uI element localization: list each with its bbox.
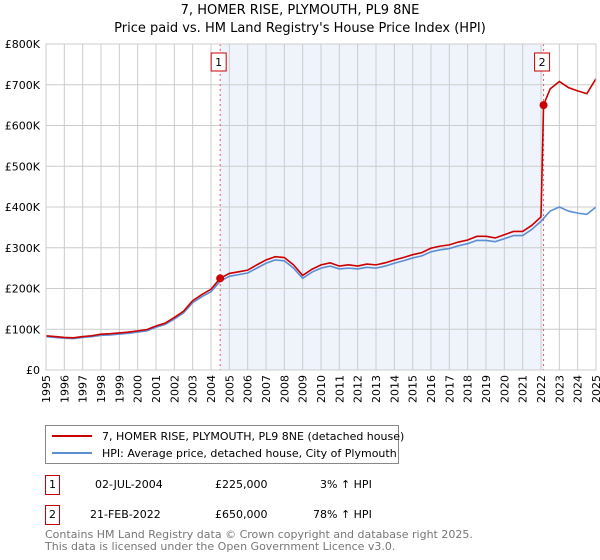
x-tick-label: 2010 — [315, 375, 328, 403]
y-tick-label: £100K — [5, 323, 41, 336]
x-tick-label: 2013 — [370, 375, 383, 403]
y-tick-label: £700K — [5, 79, 41, 92]
x-tick-label: 2016 — [425, 375, 438, 403]
x-tick-label: 2020 — [498, 375, 511, 403]
x-tick-label: 2000 — [132, 375, 145, 403]
y-tick-label: £500K — [5, 160, 41, 173]
legend: 7, HOMER RISE, PLYMOUTH, PL9 8NE (detach… — [45, 425, 404, 464]
x-tick-label: 1995 — [40, 375, 53, 403]
transaction-price: £650,000 — [215, 508, 268, 521]
footer-line: Contains HM Land Registry data © Crown c… — [45, 528, 473, 541]
x-tick-label: 2001 — [150, 375, 163, 403]
footer-line: This data is licensed under the Open Gov… — [45, 540, 396, 553]
transaction-row: 1 02-JUL-2004 £225,000 3% ↑ HPI — [45, 475, 565, 495]
x-tick-label: 2012 — [352, 375, 365, 403]
sale-marker-label: 2 — [539, 56, 546, 69]
transaction-badge: 1 — [45, 475, 60, 495]
x-tick-label: 2015 — [407, 375, 420, 403]
transaction-hpi: 3% ↑ HPI — [320, 478, 372, 491]
legend-item-property: 7, HOMER RISE, PLYMOUTH, PL9 8NE (detach… — [46, 428, 404, 444]
series-line-hpi — [45, 206, 597, 340]
x-tick-label: 2005 — [223, 375, 236, 403]
footer: Contains HM Land Registry data © Crown c… — [45, 529, 473, 553]
transaction-row: 2 21-FEB-2022 £650,000 78% ↑ HPI — [45, 505, 565, 525]
sale-marker-box — [534, 52, 551, 72]
x-tick-label: 2024 — [572, 375, 585, 403]
sale-point — [216, 274, 225, 283]
y-tick-label: £300K — [5, 242, 41, 255]
sale-point — [539, 101, 548, 110]
transaction-date: 21-FEB-2022 — [90, 508, 161, 521]
plot-border — [45, 43, 597, 371]
price-chart: 1995 1996 1997 1998 1999 2000 2001 2002 2003 2004… — [5, 38, 600, 403]
y-tick-label: £400K — [5, 201, 41, 214]
x-tick-label: 1996 — [58, 375, 71, 403]
blue-line-swatch — [52, 452, 92, 454]
x-tick-label: 2004 — [205, 375, 218, 403]
x-tick-label: 1997 — [77, 375, 90, 403]
y-tick-label: £600K — [5, 120, 41, 133]
x-tick-label: 2014 — [388, 375, 401, 403]
transaction-hpi: 78% ↑ HPI — [313, 508, 372, 521]
x-tick-label: 2011 — [333, 375, 346, 403]
y-tick-label: £200K — [5, 283, 41, 296]
x-tick-label: 2017 — [443, 375, 456, 403]
x-tick-label: 2003 — [187, 375, 200, 403]
legend-item-hpi: HPI: Average price, detached house, City… — [46, 445, 397, 461]
legend-label: 7, HOMER RISE, PLYMOUTH, PL9 8NE (detach… — [102, 429, 405, 443]
x-tick-label: 2019 — [480, 375, 493, 403]
x-tick-label: 2009 — [297, 375, 310, 403]
x-tick-label: 2007 — [260, 375, 273, 403]
x-tick-label: 1999 — [113, 375, 126, 403]
x-tick-label: 2018 — [462, 375, 475, 403]
transaction-badge: 2 — [45, 505, 60, 525]
x-tick-label: 2021 — [517, 375, 530, 403]
x-tick-label: 2023 — [553, 375, 566, 403]
sale-marker-label: 1 — [215, 56, 222, 69]
legend-label: HPI: Average price, detached house, City… — [102, 446, 397, 460]
x-tick-label: 2025 — [590, 375, 600, 403]
x-tick-label: 2002 — [168, 375, 181, 403]
y-tick-label: £0 — [26, 364, 40, 377]
x-tick-label: 2008 — [278, 375, 291, 403]
x-tick-label: 2022 — [535, 375, 548, 403]
chart-subtitle: Price paid vs. HM Land Registry's House … — [114, 21, 486, 36]
x-tick-label: 1998 — [95, 375, 108, 403]
chart-title: 7, HOMER RISE, PLYMOUTH, PL9 8NE — [180, 3, 420, 18]
sale-marker-box — [210, 52, 227, 72]
series-line-property — [45, 78, 597, 339]
x-tick-label: 2006 — [242, 375, 255, 403]
transaction-date: 02-JUL-2004 — [95, 478, 163, 491]
y-tick-label: £800K — [5, 38, 41, 51]
transaction-price: £225,000 — [215, 478, 268, 491]
red-line-swatch — [52, 435, 92, 437]
